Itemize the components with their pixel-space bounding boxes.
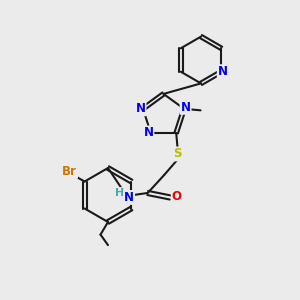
Text: N: N xyxy=(143,127,153,140)
Text: N: N xyxy=(136,102,146,115)
Text: S: S xyxy=(173,148,182,160)
Text: N: N xyxy=(218,65,228,78)
Text: N: N xyxy=(181,101,190,114)
Text: Br: Br xyxy=(62,165,77,178)
Text: O: O xyxy=(172,190,182,203)
Text: N: N xyxy=(124,191,134,204)
Text: H: H xyxy=(115,188,124,198)
